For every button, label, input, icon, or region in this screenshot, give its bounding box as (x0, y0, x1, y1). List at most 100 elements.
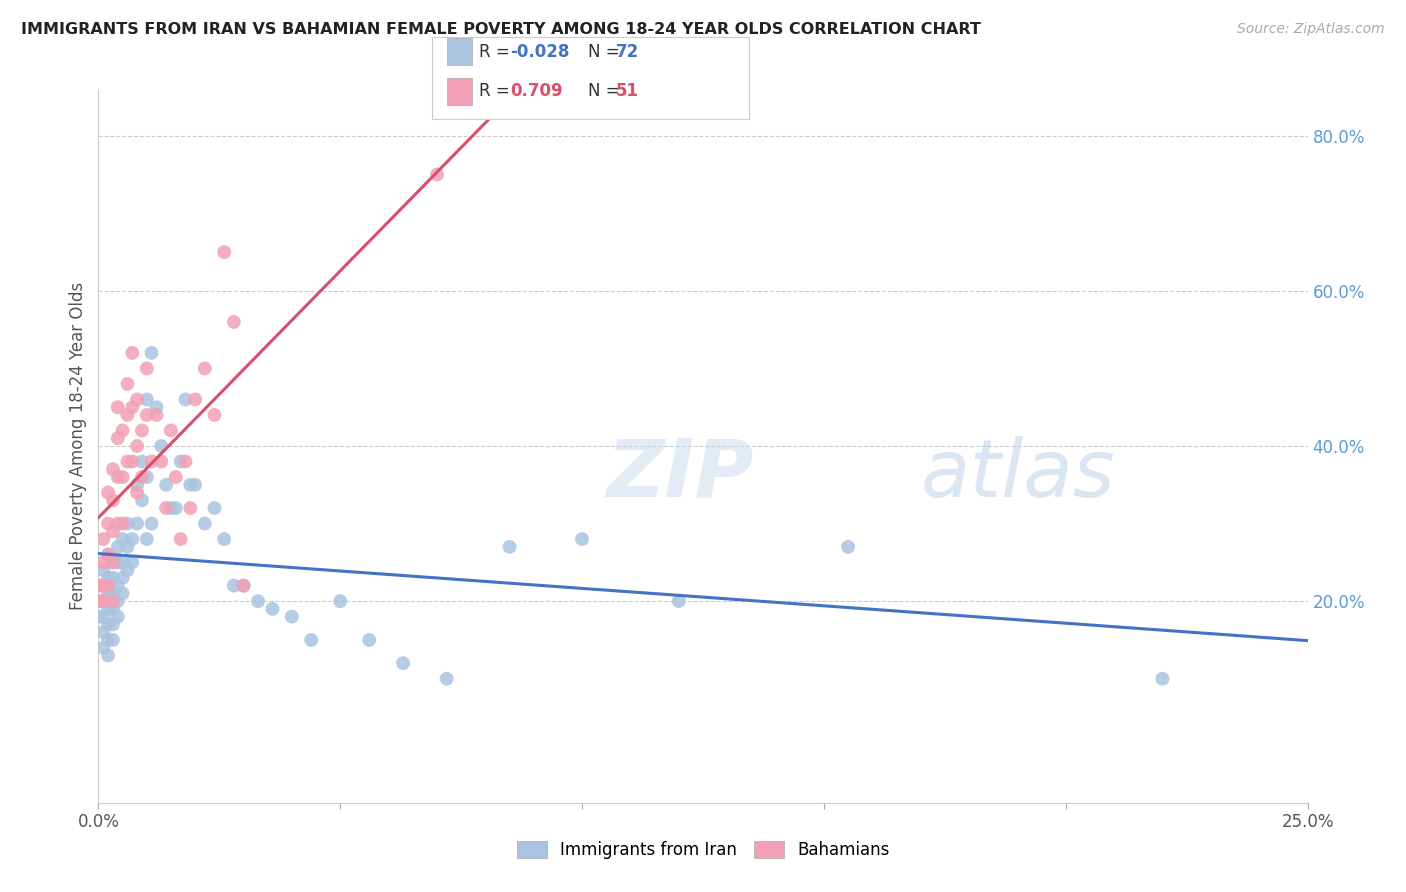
Point (111, 532, 134, 546)
Point (194, 516, 217, 531)
Point (111, 516, 134, 531)
Point (165, 501, 187, 516)
Y-axis label: Female Poverty Among 18-24 Year Olds: Female Poverty Among 18-24 Year Olds (69, 282, 87, 610)
Point (101, 617, 124, 632)
Point (299, 632, 322, 647)
Text: ZIP: ZIP (606, 435, 754, 514)
Point (165, 470, 187, 484)
Point (91, 640, 114, 655)
Point (131, 424, 153, 438)
Point (107, 609, 129, 624)
Point (117, 563, 139, 577)
Point (87, 609, 110, 624)
Point (87, 594, 110, 608)
Point (222, 315, 245, 329)
Point (107, 431, 129, 445)
Point (174, 454, 197, 468)
Point (87, 579, 110, 593)
Point (97, 632, 120, 647)
Point (91, 579, 114, 593)
Point (145, 401, 167, 415)
Point (135, 392, 157, 407)
Point (194, 361, 217, 376)
Point (107, 555, 129, 569)
Point (179, 501, 201, 516)
Point (232, 579, 254, 593)
Point (101, 524, 124, 539)
Point (101, 586, 124, 600)
Text: R =: R = (479, 82, 516, 100)
Point (232, 579, 254, 593)
Point (145, 408, 167, 422)
Point (87, 579, 110, 593)
Point (150, 439, 173, 453)
Point (117, 376, 139, 391)
Point (329, 594, 352, 608)
Point (97, 579, 120, 593)
Point (127, 516, 149, 531)
Text: N =: N = (588, 82, 624, 100)
Point (91, 532, 114, 546)
Point (141, 454, 163, 468)
Point (111, 586, 134, 600)
Point (97, 548, 120, 562)
Point (117, 516, 139, 531)
Point (121, 346, 143, 360)
Point (131, 454, 153, 468)
Point (97, 485, 120, 500)
Point (97, 617, 120, 632)
Point (174, 392, 197, 407)
Point (571, 532, 593, 546)
Point (111, 555, 134, 569)
Point (117, 454, 139, 468)
Point (135, 408, 157, 422)
Point (107, 594, 129, 608)
Point (101, 462, 124, 476)
Point (184, 477, 207, 491)
Point (121, 555, 143, 569)
Point (131, 493, 153, 508)
Point (121, 401, 143, 415)
Point (127, 477, 149, 491)
Point (141, 516, 163, 531)
Text: Source: ZipAtlas.com: Source: ZipAtlas.com (1237, 22, 1385, 37)
Point (436, 672, 458, 686)
Point (91, 563, 114, 577)
Point (127, 392, 149, 407)
Point (169, 454, 191, 468)
Point (212, 245, 235, 260)
Point (101, 555, 124, 569)
Point (127, 485, 149, 500)
Point (97, 516, 120, 531)
Point (91, 594, 114, 608)
Legend: Immigrants from Iran, Bahamians: Immigrants from Iran, Bahamians (510, 834, 896, 866)
Point (91, 594, 114, 608)
Point (155, 501, 177, 516)
Point (1152, 672, 1174, 686)
Point (91, 579, 114, 593)
Text: R =: R = (479, 43, 516, 61)
Point (121, 532, 143, 546)
Point (141, 346, 163, 360)
Point (150, 454, 173, 468)
Text: N =: N = (588, 43, 624, 61)
Point (212, 532, 235, 546)
Point (121, 454, 143, 468)
Text: IMMIGRANTS FROM IRAN VS BAHAMIAN FEMALE POVERTY AMONG 18-24 YEAR OLDS CORRELATIO: IMMIGRANTS FROM IRAN VS BAHAMIAN FEMALE … (21, 22, 981, 37)
Point (97, 602, 120, 616)
Point (111, 424, 134, 438)
Point (222, 579, 245, 593)
Point (111, 470, 134, 484)
Point (97, 586, 120, 600)
Point (179, 477, 201, 491)
Point (498, 540, 520, 554)
Point (101, 602, 124, 616)
Point (101, 594, 124, 608)
Point (127, 439, 149, 453)
Point (101, 632, 124, 647)
Point (131, 470, 153, 484)
Point (262, 602, 284, 616)
Point (101, 555, 124, 569)
Text: atlas: atlas (921, 435, 1115, 514)
Text: 51: 51 (616, 82, 638, 100)
